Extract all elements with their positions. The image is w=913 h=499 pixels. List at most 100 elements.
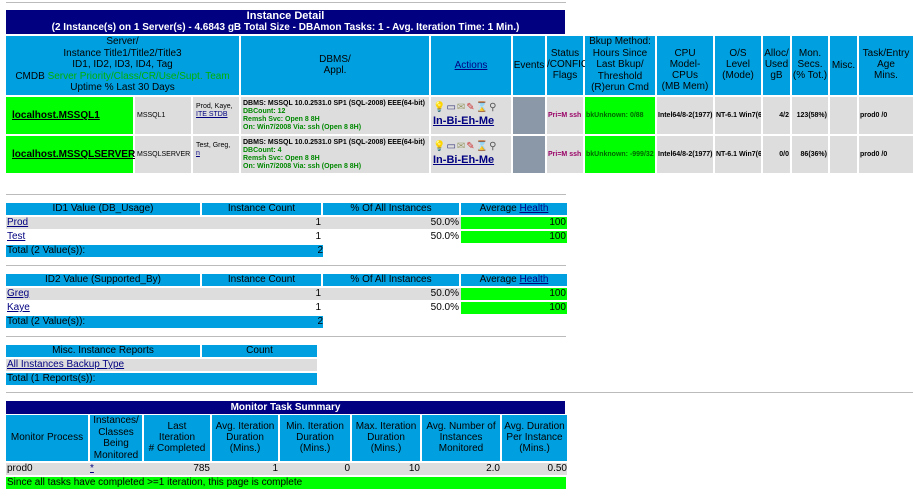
mon-header-avg-l1: Avg. Iteration — [215, 421, 275, 432]
id-row: Kaye 1 50.0% 100 — [6, 302, 567, 314]
header-bkup-l3: Last Bkup/ — [596, 59, 644, 70]
instance-header-row: Server/ Instance Title1/Title2/Title3 ID… — [6, 36, 913, 95]
id-value-link[interactable]: Prod — [7, 217, 29, 228]
instance-short-name: MSSQL1 — [135, 97, 191, 134]
mon-header-last-l2: Iteration — [158, 432, 196, 443]
header-mon-l1: Mon. — [798, 48, 822, 59]
header-mon: Mon. Secs. (% Tot.) — [792, 36, 828, 95]
mon-header-instances-l4: Monitored — [93, 449, 139, 461]
id-total-count: 2 — [202, 245, 323, 257]
envelope-icon[interactable]: ✉ — [456, 102, 466, 113]
actions-row-link[interactable]: In-Bi-Eh-Me — [433, 115, 495, 128]
pencil-icon[interactable]: ✎ — [466, 102, 475, 113]
header-alloc-l3: gB — [770, 70, 783, 81]
rule-4 — [6, 392, 913, 393]
id-pct: 50.0% — [430, 231, 459, 242]
cpu-model: Intel64/8-2(1977) — [657, 136, 713, 173]
mon-row-avg: 1 — [272, 463, 278, 474]
misc-header-value: Misc. Instance Reports — [6, 345, 200, 357]
id-total-label: Total (2 Value(s)): — [6, 245, 202, 257]
mon-header-per-l1: Avg. Duration — [504, 421, 565, 432]
rule-2 — [6, 265, 566, 266]
health-link[interactable]: Health — [519, 274, 549, 285]
bkup-status: bkUnknown: 0/88 — [585, 97, 655, 134]
misc-total-count — [202, 373, 317, 385]
envelope-icon[interactable]: ✉ — [456, 141, 466, 152]
action-icons: 💡▭✉✎⌛⚲ — [433, 102, 497, 113]
health-link[interactable]: Health — [519, 203, 549, 214]
id-header-cell: ID1 Value (DB_Usage) — [6, 203, 200, 215]
pencil-icon[interactable]: ✎ — [466, 141, 475, 152]
actions-row-link[interactable]: In-Bi-Eh-Me — [433, 154, 495, 167]
magnifier-icon[interactable]: ⚲ — [489, 102, 497, 113]
id-header-label: Instance Count — [227, 203, 296, 214]
mon-header-min-l1: Min. Iteration — [286, 421, 344, 432]
misc-value — [830, 136, 857, 173]
mon-header-instances-l3: Being — [103, 438, 129, 449]
header-cpu: CPU Model-CPUs (MB Mem) — [657, 36, 713, 95]
misc-row-count — [202, 359, 317, 371]
instance-link[interactable]: localhost.MSSQLSERVER — [12, 149, 136, 160]
monitor-summary-title: Monitor Task Summary — [6, 401, 565, 414]
magnifier-icon[interactable]: ⚲ — [489, 141, 497, 152]
completion-footer: Since all tasks have completed >=1 itera… — [6, 477, 566, 489]
os-level: NT-6.1 Win7(64) — [715, 136, 761, 173]
dbms-cell: DBMS: MSSQL 10.0.2531.0 SP1 (SQL-2008) E… — [241, 136, 429, 173]
instance-link[interactable]: localhost.MSSQL1 — [12, 110, 100, 121]
id-health: 100 — [461, 288, 567, 300]
hourglass-icon[interactable]: ⌛ — [475, 102, 489, 113]
id-row: Greg 1 50.0% 100 — [6, 288, 567, 300]
header-status-l1: Status — [550, 48, 580, 59]
instance-title-link[interactable]: ITE STDB — [196, 111, 228, 118]
bulb-icon[interactable]: 💡 — [433, 102, 446, 113]
instance-title: Prod, Kaye, — [196, 103, 233, 110]
actions-cell: 💡▭✉✎⌛⚲ In-Bi-Eh-Me — [431, 97, 511, 134]
monitor-icon[interactable]: ▭ — [446, 102, 456, 113]
id-header-label: Average — [479, 203, 520, 214]
id-count: 1 — [315, 217, 321, 228]
action-icons: 💡▭✉✎⌛⚲ — [433, 141, 497, 152]
dbms-line: Remsh Svc: Open 8 8H — [243, 116, 320, 123]
mon-header-num: Avg. Number of Instances Monitored — [422, 415, 500, 461]
header-alloc-l2: Used — [764, 59, 789, 70]
dbms-line: Remsh Svc: Open 8 8H — [243, 155, 320, 162]
dbms-cell: DBMS: MSSQL 10.0.2531.0 SP1 (SQL-2008) E… — [241, 97, 429, 134]
id-count: 1 — [315, 288, 321, 299]
misc-total-row: Total (1 Reports(s)): — [6, 373, 317, 385]
bkup-status: bkUnknown: -999/32 — [585, 136, 655, 173]
mon-header-avg-l2: Duration — [226, 432, 264, 443]
id-value-link[interactable]: Kaye — [7, 302, 30, 313]
header-os: O/S Level (Mode) — [715, 36, 761, 95]
hourglass-icon[interactable]: ⌛ — [475, 141, 489, 152]
id-header-label: % Of All Instances — [350, 203, 432, 214]
header-alloc: Alloc/ Used gB — [763, 36, 790, 95]
task-entry: prod0 /0 — [859, 97, 913, 134]
id-value-link[interactable]: Greg — [7, 288, 30, 299]
misc-row-link[interactable]: All Instances Backup Type — [7, 359, 125, 370]
bulb-icon[interactable]: 💡 — [433, 141, 446, 152]
monitor-row: prod0 * 785 1 0 10 2.0 0.50 — [6, 463, 567, 475]
status-flags: Pri=M ssh — [547, 97, 583, 134]
header-server: Server/ Instance Title1/Title2/Title3 ID… — [6, 36, 239, 95]
header-task-l2: Age — [877, 59, 895, 70]
instance-title-link[interactable]: n — [196, 150, 200, 157]
id-header-cell: Average Health — [461, 274, 567, 286]
monitor-icon[interactable]: ▭ — [446, 141, 456, 152]
actions-link[interactable]: Actions — [454, 60, 488, 71]
id-pct: 50.0% — [430, 302, 459, 313]
rule-3 — [6, 336, 566, 337]
mon-row-instances-link[interactable]: * — [90, 463, 94, 474]
id-value-link[interactable]: Test — [7, 231, 26, 242]
events-cell — [513, 136, 545, 173]
mon-header-instances: Instances/ Classes Being Monitored — [90, 415, 142, 461]
id-header-cell: Instance Count — [202, 274, 321, 286]
id-header-row: ID1 Value (DB_Usage) Instance Count % Of A… — [6, 203, 567, 215]
mon-row-num: 2.0 — [486, 463, 500, 474]
mon-header-per: Avg. Duration Per Instance (Mins.) — [502, 415, 567, 461]
mon-header-last: Last Iteration # Completed — [144, 415, 210, 461]
header-actions: Actions — [431, 36, 511, 95]
id-total-label: Total (2 Value(s)): — [6, 316, 202, 328]
mon-header-last-l1: Last — [167, 421, 187, 432]
mon-header-max-l3: (Mins.) — [370, 443, 402, 454]
header-bkup-l4: Threshold — [597, 70, 643, 82]
